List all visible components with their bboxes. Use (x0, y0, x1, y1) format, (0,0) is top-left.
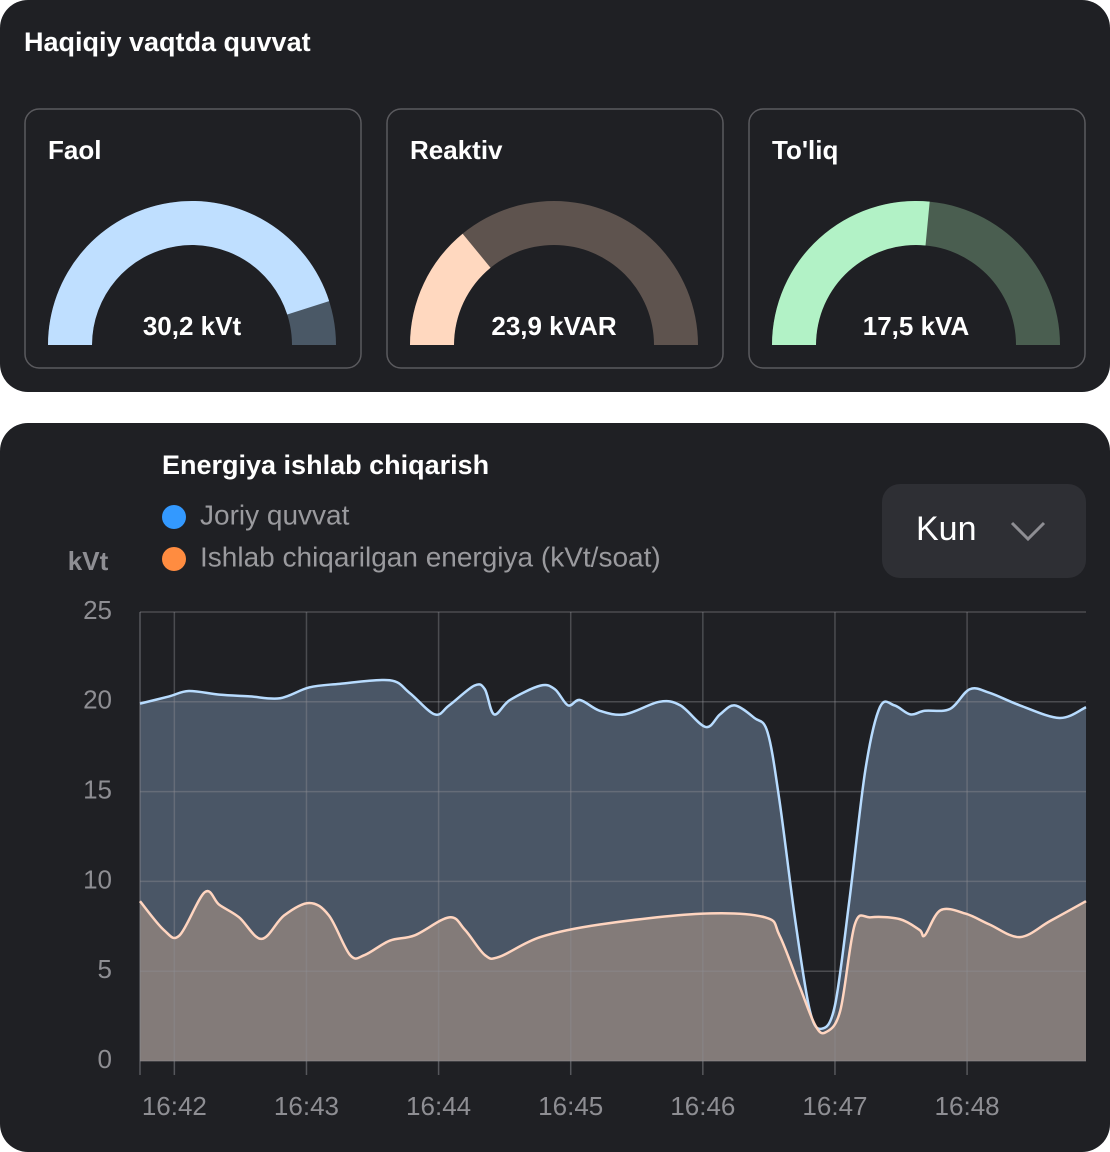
series-line (139, 678, 1087, 1031)
period-dropdown[interactable]: Kun (882, 484, 1086, 578)
series-line (139, 889, 1087, 1035)
y-tick-label: 25 (83, 595, 112, 625)
legend-dot (162, 505, 186, 529)
card-title: Haqiqiy vaqtda quvvat (24, 27, 311, 57)
dropdown-box[interactable] (882, 484, 1086, 578)
gauge-value-label: 17,5 kVA (863, 311, 970, 341)
legend-dot (162, 547, 186, 571)
x-tick-label: 16:43 (274, 1091, 339, 1121)
y-axis-label: kVt (68, 546, 109, 576)
x-tick-label: 16:48 (935, 1091, 1000, 1121)
dropdown-label[interactable]: Kun (916, 510, 977, 548)
gauge-value-arc (772, 200, 930, 345)
legend-label: Ishlab chiqarilgan energiya (kVt/soat) (200, 541, 661, 572)
gauge-box (24, 108, 362, 369)
gauge-title: Reaktiv (410, 135, 503, 165)
x-tick-label: 16:46 (670, 1091, 735, 1121)
gauge-value-label: 30,2 kVt (143, 311, 242, 341)
y-tick-label: 5 (98, 954, 112, 984)
chevron-icon[interactable] (1010, 521, 1046, 542)
x-tick-label: 16:47 (802, 1091, 867, 1121)
gauge-title: Faol (48, 135, 101, 165)
x-tick-label: 16:45 (538, 1091, 603, 1121)
legend-label: Joriy quvvat (200, 499, 350, 530)
gauge-track (410, 201, 698, 345)
gauge-box (748, 108, 1086, 369)
x-tick-label: 16:42 (142, 1091, 207, 1121)
gauge-box (386, 108, 724, 369)
gauge-value-arc (410, 233, 491, 345)
y-tick-label: 0 (98, 1044, 112, 1074)
gauge-value-label: 23,9 kVAR (491, 311, 616, 341)
y-tick-label: 15 (83, 774, 112, 804)
y-tick-label: 20 (83, 685, 112, 715)
series-area (140, 891, 1086, 1061)
gauge-title: To'liq (772, 135, 838, 165)
realtime-card (0, 0, 1110, 392)
gauge-value-arc (48, 200, 330, 345)
y-tick-label: 10 (83, 864, 112, 894)
chart-title: Energiya ishlab chiqarish (162, 450, 489, 480)
x-tick-label: 16:44 (406, 1091, 471, 1121)
